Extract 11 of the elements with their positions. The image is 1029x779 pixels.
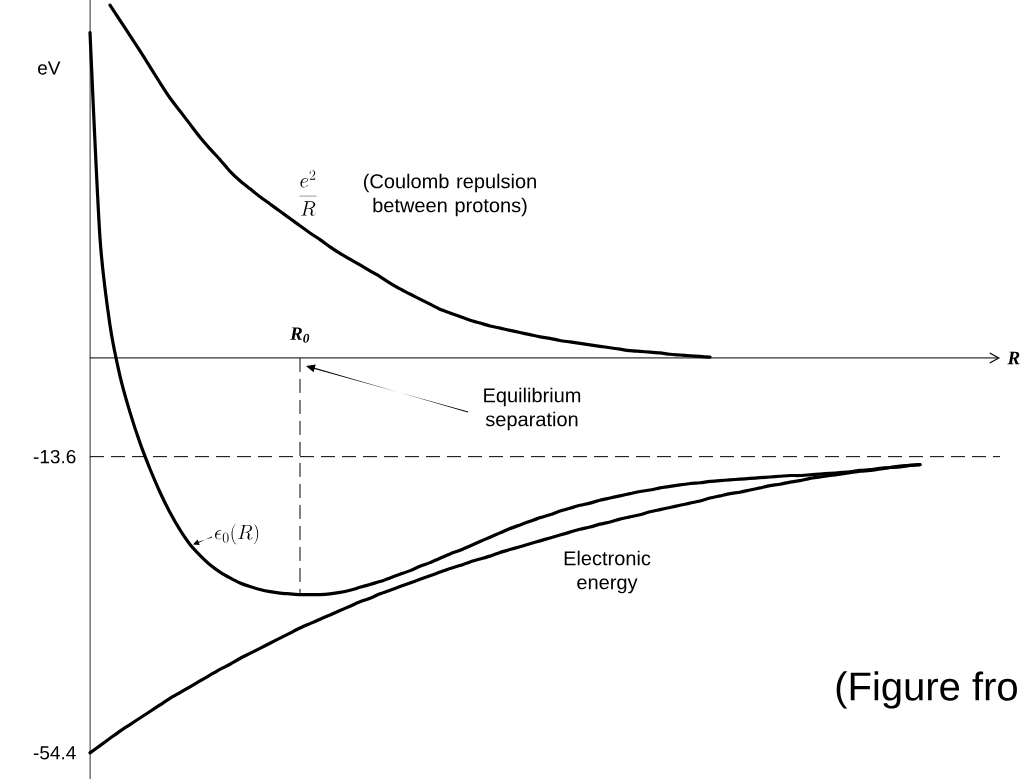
y-tick-label: -54.4: [33, 746, 76, 760]
annotation: Equilibrium separation: [484, 387, 581, 431]
x-tick-label: R$_{0}$: [290, 327, 310, 343]
annotation: (Figure fro: [836, 671, 1017, 709]
series-label: Electronic energy: [564, 550, 651, 594]
y-axis-title: eV: [38, 61, 61, 75]
x-axis-title: R: [1007, 351, 1020, 365]
legend-label: $\epsilon_{0}(R)$: [214, 523, 259, 545]
annotation: (Coulomb repulsion between protons): [363, 173, 536, 217]
y-tick-label: -13.6: [33, 449, 76, 464]
series-label: $\frac{e^{2}}{R}$: [299, 170, 317, 216]
